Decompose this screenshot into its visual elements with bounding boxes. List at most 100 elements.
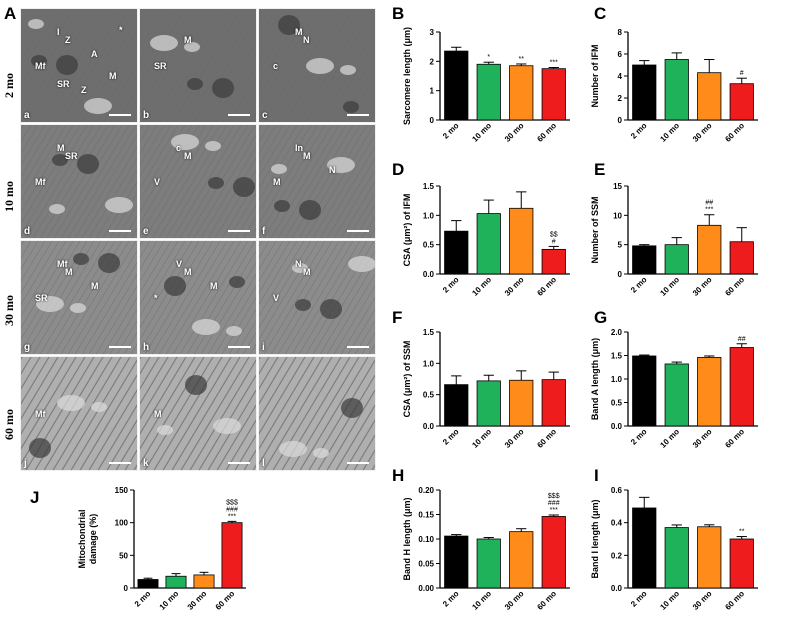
panel-letter-F: F bbox=[392, 308, 403, 327]
em-label: Z bbox=[65, 35, 71, 45]
bar bbox=[664, 363, 689, 427]
y-tick-label: 0 bbox=[430, 116, 435, 125]
bar bbox=[664, 244, 689, 275]
significance-label: ## *** bbox=[705, 200, 713, 214]
bar bbox=[476, 380, 501, 427]
x-tick-label: 10 mo bbox=[658, 275, 681, 298]
chart-band-a-length: 0.0 0.5 1.0 1.5 2.0 Band A length (μm) 2 mo 10 … bbox=[590, 328, 758, 450]
y-tick-label: 0 bbox=[124, 584, 129, 593]
scale-bar bbox=[347, 462, 369, 464]
bar bbox=[444, 230, 469, 275]
x-tick-label: 10 mo bbox=[470, 121, 493, 144]
y-axis-label: Number of SSM bbox=[590, 196, 600, 263]
x-tick-label: 30 mo bbox=[691, 121, 714, 144]
em-texture bbox=[140, 241, 256, 354]
scale-bar bbox=[109, 462, 131, 464]
bar bbox=[729, 241, 754, 275]
em-texture bbox=[21, 125, 137, 238]
row-label-2mo: 2 mo bbox=[2, 73, 16, 98]
em-label: M bbox=[210, 281, 218, 291]
y-tick-label: 0.0 bbox=[423, 422, 435, 431]
x-tick-label: 60 mo bbox=[535, 589, 558, 612]
em-label: Z bbox=[81, 85, 87, 95]
y-tick-label: 0.6 bbox=[611, 486, 623, 495]
x-tick-label: 2 mo bbox=[629, 427, 649, 447]
x-tick-label: 60 mo bbox=[723, 427, 746, 450]
x-tick-label: 10 mo bbox=[658, 427, 681, 450]
y-tick-label: 3 bbox=[430, 28, 435, 37]
bar bbox=[541, 68, 566, 121]
em-label: M bbox=[109, 71, 117, 81]
bar bbox=[632, 245, 657, 275]
x-tick-label: 10 mo bbox=[470, 427, 493, 450]
x-tick-label: 2 mo bbox=[441, 589, 461, 609]
scale-bar bbox=[228, 346, 250, 348]
em-tile-letter: f bbox=[262, 226, 266, 237]
x-tick-label: 60 mo bbox=[214, 589, 237, 612]
y-tick-label: 10 bbox=[613, 211, 622, 220]
y-tick-label: 1 bbox=[430, 87, 435, 96]
y-tick-label: 0.05 bbox=[418, 560, 434, 569]
y-tick-label: 0.5 bbox=[611, 399, 623, 408]
y-tick-label: 2.0 bbox=[611, 328, 623, 337]
y-tick-label: 1.5 bbox=[423, 182, 435, 191]
y-tick-label: 0.10 bbox=[418, 535, 434, 544]
em-texture bbox=[140, 357, 256, 470]
bar bbox=[541, 516, 566, 589]
scale-bar bbox=[109, 346, 131, 348]
em-texture bbox=[259, 357, 375, 470]
em-label: In bbox=[295, 143, 303, 153]
scale-bar bbox=[347, 346, 369, 348]
bar bbox=[509, 65, 534, 121]
x-tick-label: 30 mo bbox=[503, 275, 526, 298]
bar bbox=[664, 527, 689, 589]
x-tick-label: 2 mo bbox=[441, 275, 461, 295]
em-label: M bbox=[57, 143, 65, 153]
y-tick-label: 0.15 bbox=[418, 511, 434, 520]
em-texture bbox=[21, 357, 137, 470]
x-tick-label: 10 mo bbox=[470, 589, 493, 612]
y-axis-label: Mitochondrialdamage (%) bbox=[77, 510, 98, 569]
em-label: c bbox=[273, 61, 279, 71]
bar bbox=[632, 355, 657, 427]
x-tick-label: 60 mo bbox=[723, 589, 746, 612]
x-tick-label: 60 mo bbox=[535, 121, 558, 144]
y-axis-label: Number of IFM bbox=[590, 45, 600, 108]
chart-sarcomere-length: 0 1 2 3 Sarcomere length (μm) 2 mo * 10 mo ** 30 … bbox=[402, 27, 570, 144]
em-label: N bbox=[295, 259, 302, 269]
em-label: N bbox=[329, 165, 336, 175]
em-label: I bbox=[57, 27, 60, 37]
y-tick-label: 1.5 bbox=[423, 328, 435, 337]
em-label: M bbox=[273, 177, 281, 187]
bar bbox=[729, 83, 754, 121]
chart-mitochondrial-damage: 0 50 100 150 Mitochondrialdamage (%) 2 mo 10 m… bbox=[77, 486, 246, 612]
y-tick-label: 0.0 bbox=[611, 584, 623, 593]
bar bbox=[165, 575, 187, 589]
y-tick-label: 0.20 bbox=[418, 486, 434, 495]
em-texture bbox=[259, 9, 375, 122]
em-texture bbox=[259, 125, 375, 238]
chart-number-ifm: 0 2 4 6 8 Number of IFM 2 mo 10 mo 30 mo #60 mo bbox=[590, 28, 758, 144]
em-label: SR bbox=[154, 61, 167, 71]
x-tick-label: 30 mo bbox=[691, 275, 714, 298]
scale-bar bbox=[228, 462, 250, 464]
significance-label: $$$ ### *** bbox=[226, 499, 238, 520]
y-tick-label: 100 bbox=[115, 519, 129, 528]
y-tick-label: 15 bbox=[613, 182, 622, 191]
em-label: * bbox=[119, 25, 123, 35]
bar bbox=[697, 356, 722, 427]
x-tick-label: 60 mo bbox=[535, 427, 558, 450]
bar bbox=[444, 535, 469, 589]
y-tick-label: 2 bbox=[618, 94, 623, 103]
em-tile-a: Mf Z I A M SR Z * a bbox=[20, 8, 138, 123]
em-label: SR bbox=[35, 293, 48, 303]
bar bbox=[729, 538, 754, 589]
bar bbox=[509, 207, 534, 275]
y-tick-label: 0.0 bbox=[423, 270, 435, 279]
y-axis-label: Band H length (μm) bbox=[402, 497, 412, 580]
em-label: * bbox=[154, 293, 158, 303]
